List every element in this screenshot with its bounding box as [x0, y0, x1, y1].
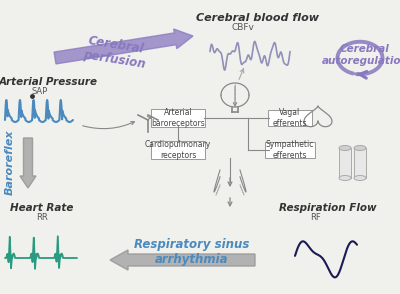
Text: Respiration Flow: Respiration Flow: [279, 203, 377, 213]
Text: Baroreflex: Baroreflex: [5, 129, 15, 195]
FancyArrow shape: [54, 29, 193, 64]
Text: Arterial
baroreceptors: Arterial baroreceptors: [151, 108, 205, 128]
FancyBboxPatch shape: [339, 148, 351, 178]
Text: Cerebral
autoregulation: Cerebral autoregulation: [322, 44, 400, 66]
Ellipse shape: [354, 176, 366, 181]
Text: CBFv: CBFv: [232, 24, 254, 33]
FancyBboxPatch shape: [268, 110, 312, 126]
Ellipse shape: [354, 146, 366, 151]
Text: Cardiopulmonary
receptors: Cardiopulmonary receptors: [145, 140, 211, 160]
Text: RF: RF: [310, 213, 321, 221]
FancyBboxPatch shape: [265, 142, 315, 158]
Ellipse shape: [339, 146, 351, 151]
FancyArrow shape: [110, 250, 255, 270]
Text: Vagal
efferents: Vagal efferents: [273, 108, 307, 128]
FancyBboxPatch shape: [354, 148, 366, 178]
FancyBboxPatch shape: [151, 109, 205, 127]
Text: Sympathetic
efferents: Sympathetic efferents: [266, 140, 314, 160]
Ellipse shape: [339, 176, 351, 181]
Text: RR: RR: [36, 213, 48, 221]
Text: Heart Rate: Heart Rate: [10, 203, 74, 213]
Text: Respiratory sinus
arrhythmia: Respiratory sinus arrhythmia: [134, 238, 250, 266]
Text: Cerebral blood flow: Cerebral blood flow: [196, 13, 320, 23]
Text: SAP: SAP: [32, 86, 48, 96]
FancyBboxPatch shape: [151, 141, 205, 159]
Text: Cerebral
perfusion: Cerebral perfusion: [82, 33, 148, 71]
Text: Arterial Pressure: Arterial Pressure: [0, 77, 98, 87]
FancyArrow shape: [20, 138, 36, 188]
